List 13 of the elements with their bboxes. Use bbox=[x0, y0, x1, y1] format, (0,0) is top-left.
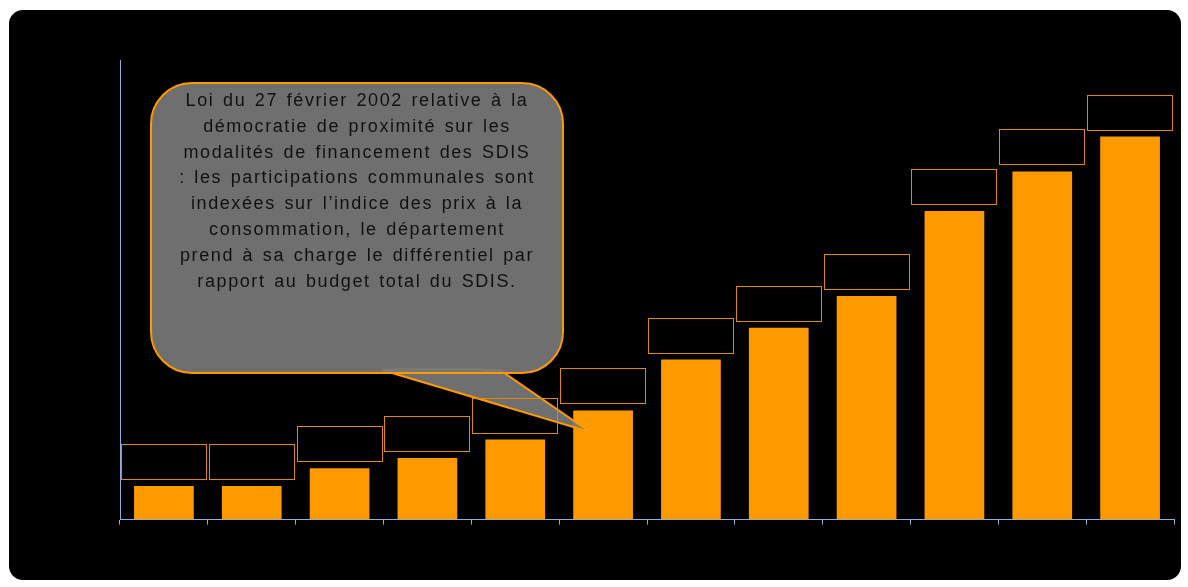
bar bbox=[573, 410, 633, 520]
bar bbox=[1100, 136, 1160, 520]
bar bbox=[836, 295, 897, 520]
bar bbox=[309, 468, 370, 520]
bar bbox=[397, 457, 458, 520]
bar bbox=[485, 439, 546, 520]
bar bbox=[1012, 171, 1073, 520]
bar bbox=[661, 359, 721, 520]
bar bbox=[134, 485, 194, 520]
bar bbox=[221, 485, 282, 520]
annotation: Loi du 27 février 2002 relative à la démocratie de proximité sur les modalités de financement des SDIS : les participations communales sont indexées sur l’indice des prix à la consommation, le département prend à sa charge le différentiel par rapport au budget total du SDIS. bbox=[150, 82, 564, 374]
bar bbox=[748, 327, 809, 520]
bar bbox=[924, 210, 985, 520]
